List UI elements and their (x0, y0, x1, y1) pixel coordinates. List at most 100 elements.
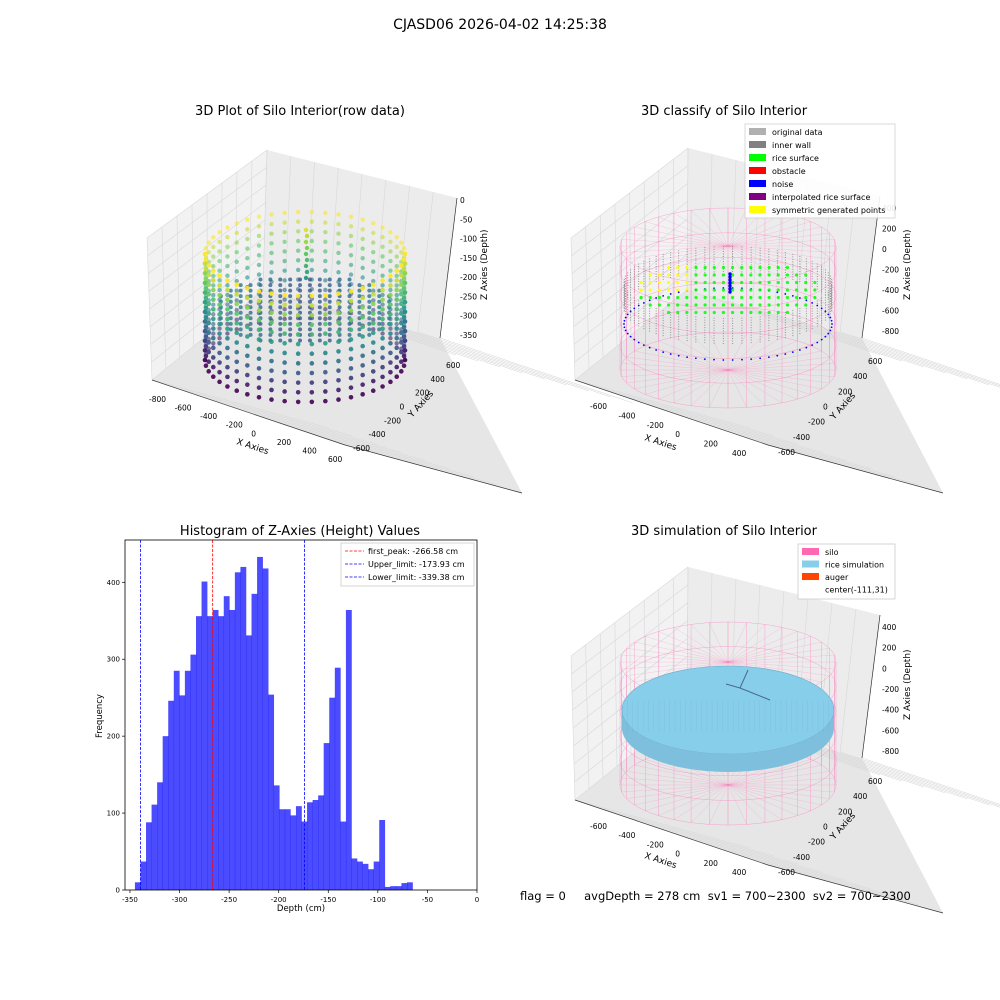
raw-point (388, 360, 393, 365)
y-tick-label: 300 (107, 656, 120, 664)
raw-point (317, 332, 322, 337)
panel2-xtick: -600 (590, 402, 607, 411)
raw-point (387, 316, 392, 321)
raw-point (371, 250, 376, 255)
legend-swatch (802, 560, 819, 568)
raw-point (323, 350, 328, 356)
raw-point (234, 369, 240, 374)
silo-top-spoke (727, 212, 783, 247)
x-tick-label: 0 (475, 896, 479, 904)
raw-point (323, 229, 328, 235)
raw-point (394, 273, 399, 279)
rice-surface-point (712, 288, 716, 292)
panel2-xtick: 0 (675, 430, 680, 439)
raw-point (225, 364, 230, 370)
rice-surface-point (730, 273, 735, 277)
symmetric-point (676, 288, 680, 292)
raw-point (348, 366, 354, 371)
raw-point (380, 355, 385, 360)
raw-point (288, 338, 293, 343)
rice-surface-point (703, 273, 707, 277)
raw-point (210, 345, 216, 351)
raw-point (256, 327, 262, 333)
raw-point (327, 305, 332, 310)
raw-point (225, 345, 230, 351)
raw-point (234, 311, 240, 316)
raw-point (402, 261, 408, 266)
raw-point (206, 272, 212, 278)
raw-point (399, 250, 404, 255)
raw-point (388, 249, 393, 254)
noise-point (798, 297, 801, 299)
histogram-bar (401, 883, 408, 890)
raw-point (288, 332, 293, 337)
raw-point (388, 326, 393, 331)
raw-point (288, 316, 293, 321)
rice-surface-point (666, 295, 671, 300)
raw-point (203, 344, 209, 349)
noise-point (633, 307, 636, 310)
raw-point (210, 268, 216, 274)
histogram-bar (140, 861, 147, 890)
raw-point (323, 210, 328, 216)
symmetric-point (666, 265, 671, 270)
raw-point (323, 389, 328, 394)
raw-point (211, 283, 216, 288)
raw-point (248, 332, 253, 337)
raw-point (228, 305, 233, 310)
rice-surface-point (794, 288, 799, 292)
grid-line (262, 149, 268, 291)
noise-point (629, 335, 632, 338)
raw-point (304, 245, 310, 251)
rice-surface-point (712, 303, 716, 307)
rice-surface-point (776, 273, 780, 277)
silo-bottom-spoke (727, 764, 822, 786)
histogram-bar (295, 806, 302, 890)
histogram-title: Histogram of Z-Axies (Height) Values (179, 524, 421, 539)
rice-surface-point (776, 303, 780, 307)
grid-line (570, 237, 576, 381)
raw-point (288, 321, 293, 326)
raw-point (336, 270, 341, 275)
raw-point (210, 278, 216, 283)
histogram-bar (312, 800, 319, 890)
raw-point (367, 321, 372, 326)
raw-point (202, 290, 208, 295)
panel1-ztick: -100 (460, 235, 477, 244)
raw-point (394, 374, 400, 380)
histogram-bar (318, 795, 325, 890)
rice-surface-point (703, 295, 707, 300)
raw-point (360, 382, 365, 387)
silo-bottom-spoke (626, 784, 729, 799)
silo-bottom-spoke (621, 369, 729, 377)
grid-line (151, 379, 330, 429)
noise-point (824, 335, 827, 338)
raw-point (269, 260, 274, 265)
raw-point (203, 315, 209, 320)
raw-point (323, 302, 328, 308)
grid-line (614, 622, 618, 767)
raw-point (327, 338, 332, 343)
raw-point (309, 361, 315, 366)
raw-point (309, 248, 315, 253)
raw-point (298, 277, 303, 282)
raw-point (401, 295, 407, 301)
histogram-bar (351, 858, 358, 890)
panel2-ytick: 600 (868, 357, 883, 366)
silo-bottom-spoke (626, 369, 729, 384)
y-tick-label: 400 (107, 579, 120, 587)
raw-point (245, 256, 250, 261)
raw-point (295, 332, 301, 337)
raw-point (217, 273, 222, 279)
raw-point (371, 278, 376, 284)
silo-top-spoke (727, 648, 830, 663)
histogram-bar (201, 581, 208, 890)
raw-point (217, 335, 222, 341)
raw-point (202, 280, 208, 286)
raw-point (225, 331, 230, 336)
symmetric-point (648, 273, 652, 277)
histogram-legend: first_peak: -266.58 cm Upper_limit: -173.… (340, 542, 475, 587)
raw-point (234, 230, 239, 236)
silo-bottom-spoke (645, 759, 729, 786)
legend-label: center(-111,31) (825, 586, 888, 595)
